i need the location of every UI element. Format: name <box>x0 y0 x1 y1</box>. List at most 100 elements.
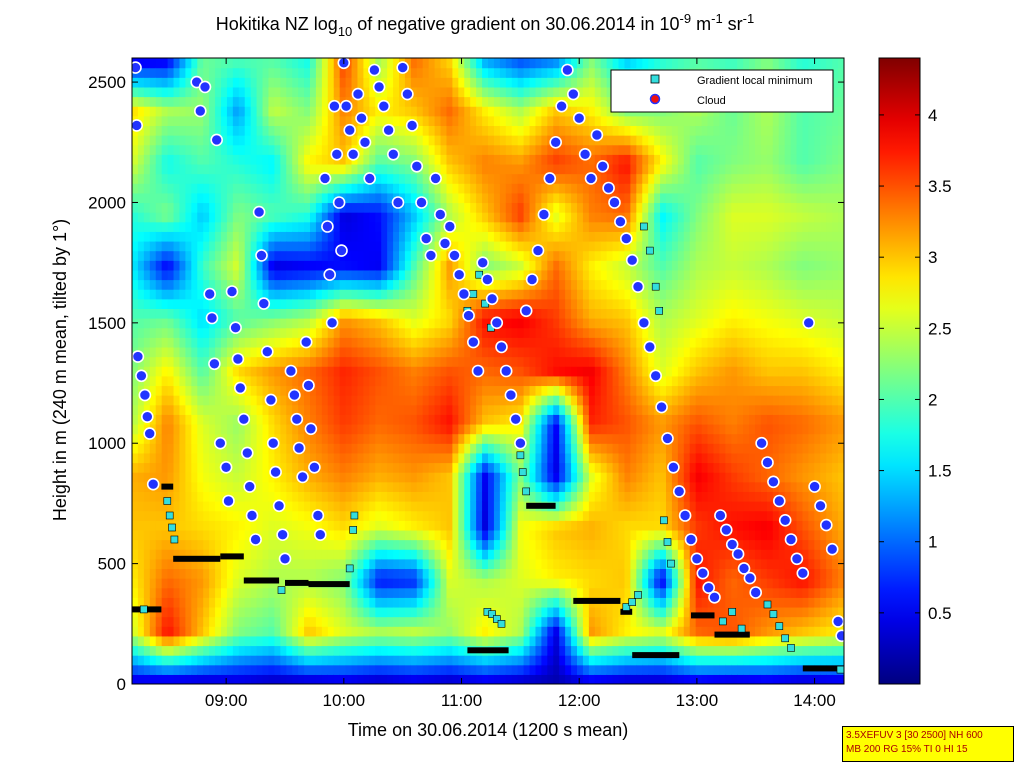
heatmap-cell <box>393 674 400 684</box>
heatmap-cell <box>191 452 198 464</box>
heatmap-cell <box>499 529 507 541</box>
heatmap-cell <box>298 539 305 550</box>
heatmap-cell <box>499 385 507 396</box>
heatmap-cell <box>250 173 258 184</box>
heatmap-cell <box>256 645 264 656</box>
heatmap-cell <box>256 452 264 464</box>
heatmap-cell <box>268 510 275 521</box>
heatmap-cell <box>221 404 228 415</box>
heatmap-cell <box>286 96 293 107</box>
heatmap-cell <box>280 568 287 579</box>
heatmap-cell <box>517 356 525 367</box>
heatmap-cell <box>137 472 145 483</box>
heatmap-cell <box>203 616 210 627</box>
heatmap-cell <box>476 231 483 242</box>
heatmap-cell <box>339 539 347 550</box>
heatmap-cell <box>434 539 442 550</box>
heatmap-cell <box>428 616 436 627</box>
heatmap-cell <box>280 395 287 406</box>
heatmap-cell <box>488 96 495 107</box>
heatmap-cell <box>517 192 525 204</box>
heatmap-cell <box>375 501 382 512</box>
heatmap-cell <box>191 423 198 435</box>
heatmap-cell <box>197 346 204 358</box>
heatmap-cell <box>185 433 192 444</box>
heatmap-cell <box>143 664 151 675</box>
heatmap-cell <box>327 240 335 252</box>
heatmap-cell <box>244 250 252 261</box>
heatmap-cell <box>488 163 495 175</box>
heatmap-cell <box>488 240 495 252</box>
heatmap-cell <box>315 587 323 598</box>
heatmap-cell <box>179 395 186 406</box>
heatmap-cell <box>464 597 471 608</box>
heatmap-cell <box>452 404 459 415</box>
heatmap-cell <box>286 539 293 550</box>
heatmap-cell <box>571 289 578 300</box>
heatmap-cell <box>185 539 192 550</box>
heatmap-cell <box>369 462 376 473</box>
heatmap-cell <box>345 163 353 175</box>
heatmap-cell <box>238 674 246 684</box>
heatmap-cell <box>345 192 353 204</box>
heatmap-cell <box>529 58 537 69</box>
heatmap-cell <box>517 337 525 348</box>
heatmap-cell <box>357 77 364 88</box>
heatmap-cell <box>547 318 554 329</box>
heatmap-cell <box>523 202 531 213</box>
heatmap-cell <box>197 472 204 483</box>
heatmap-cell <box>511 240 519 252</box>
heatmap-cell <box>422 385 430 396</box>
heatmap-cell <box>143 231 151 242</box>
heatmap-cell <box>505 558 513 570</box>
heatmap-cell <box>375 269 382 281</box>
heatmap-cell <box>304 96 311 107</box>
heatmap-cell <box>209 154 216 165</box>
heatmap-cell <box>422 472 430 483</box>
heatmap-cell <box>559 366 566 377</box>
heatmap-cell <box>351 578 359 589</box>
heatmap-cell <box>535 231 542 242</box>
heatmap-cell <box>422 491 430 502</box>
heatmap-cell <box>238 144 246 155</box>
heatmap-cell <box>399 202 406 213</box>
heatmap-cell <box>197 539 204 550</box>
heatmap-cell <box>209 549 216 560</box>
heatmap-cell <box>143 346 151 358</box>
heatmap-cell <box>357 587 364 598</box>
heatmap-cell <box>161 443 169 454</box>
heatmap-cell <box>416 260 424 271</box>
heatmap-cell <box>577 163 584 175</box>
heatmap-cell <box>553 491 560 502</box>
heatmap-cell <box>559 144 566 155</box>
heatmap-cell <box>499 231 507 242</box>
heatmap-cell <box>298 67 305 78</box>
heatmap-cell <box>571 606 578 618</box>
heatmap-cell <box>375 443 382 454</box>
heatmap-cell <box>333 395 341 406</box>
heatmap-cell <box>458 385 465 396</box>
heatmap-cell <box>559 635 566 647</box>
heatmap-cell <box>399 212 406 223</box>
heatmap-cell <box>256 462 264 473</box>
heatmap-cell <box>565 125 572 136</box>
heatmap-cell <box>476 144 483 155</box>
heatmap-cell <box>505 674 513 684</box>
heatmap-cell <box>161 183 169 194</box>
heatmap-cell <box>221 154 228 165</box>
heatmap-cell <box>339 366 347 377</box>
heatmap-cell <box>553 163 560 175</box>
heatmap-cell <box>452 539 459 550</box>
heatmap-cell <box>167 597 175 608</box>
heatmap-cell <box>221 414 228 425</box>
heatmap-cell <box>209 67 216 78</box>
heatmap-cell <box>369 568 376 579</box>
title-sub: 10 <box>338 24 352 39</box>
heatmap-cell <box>523 616 531 627</box>
heatmap-cell <box>203 501 210 512</box>
heatmap-cell <box>286 597 293 608</box>
heatmap-cell <box>375 433 382 444</box>
heatmap-cell <box>327 520 335 531</box>
heatmap-cell <box>238 67 246 78</box>
heatmap-cell <box>452 298 459 309</box>
